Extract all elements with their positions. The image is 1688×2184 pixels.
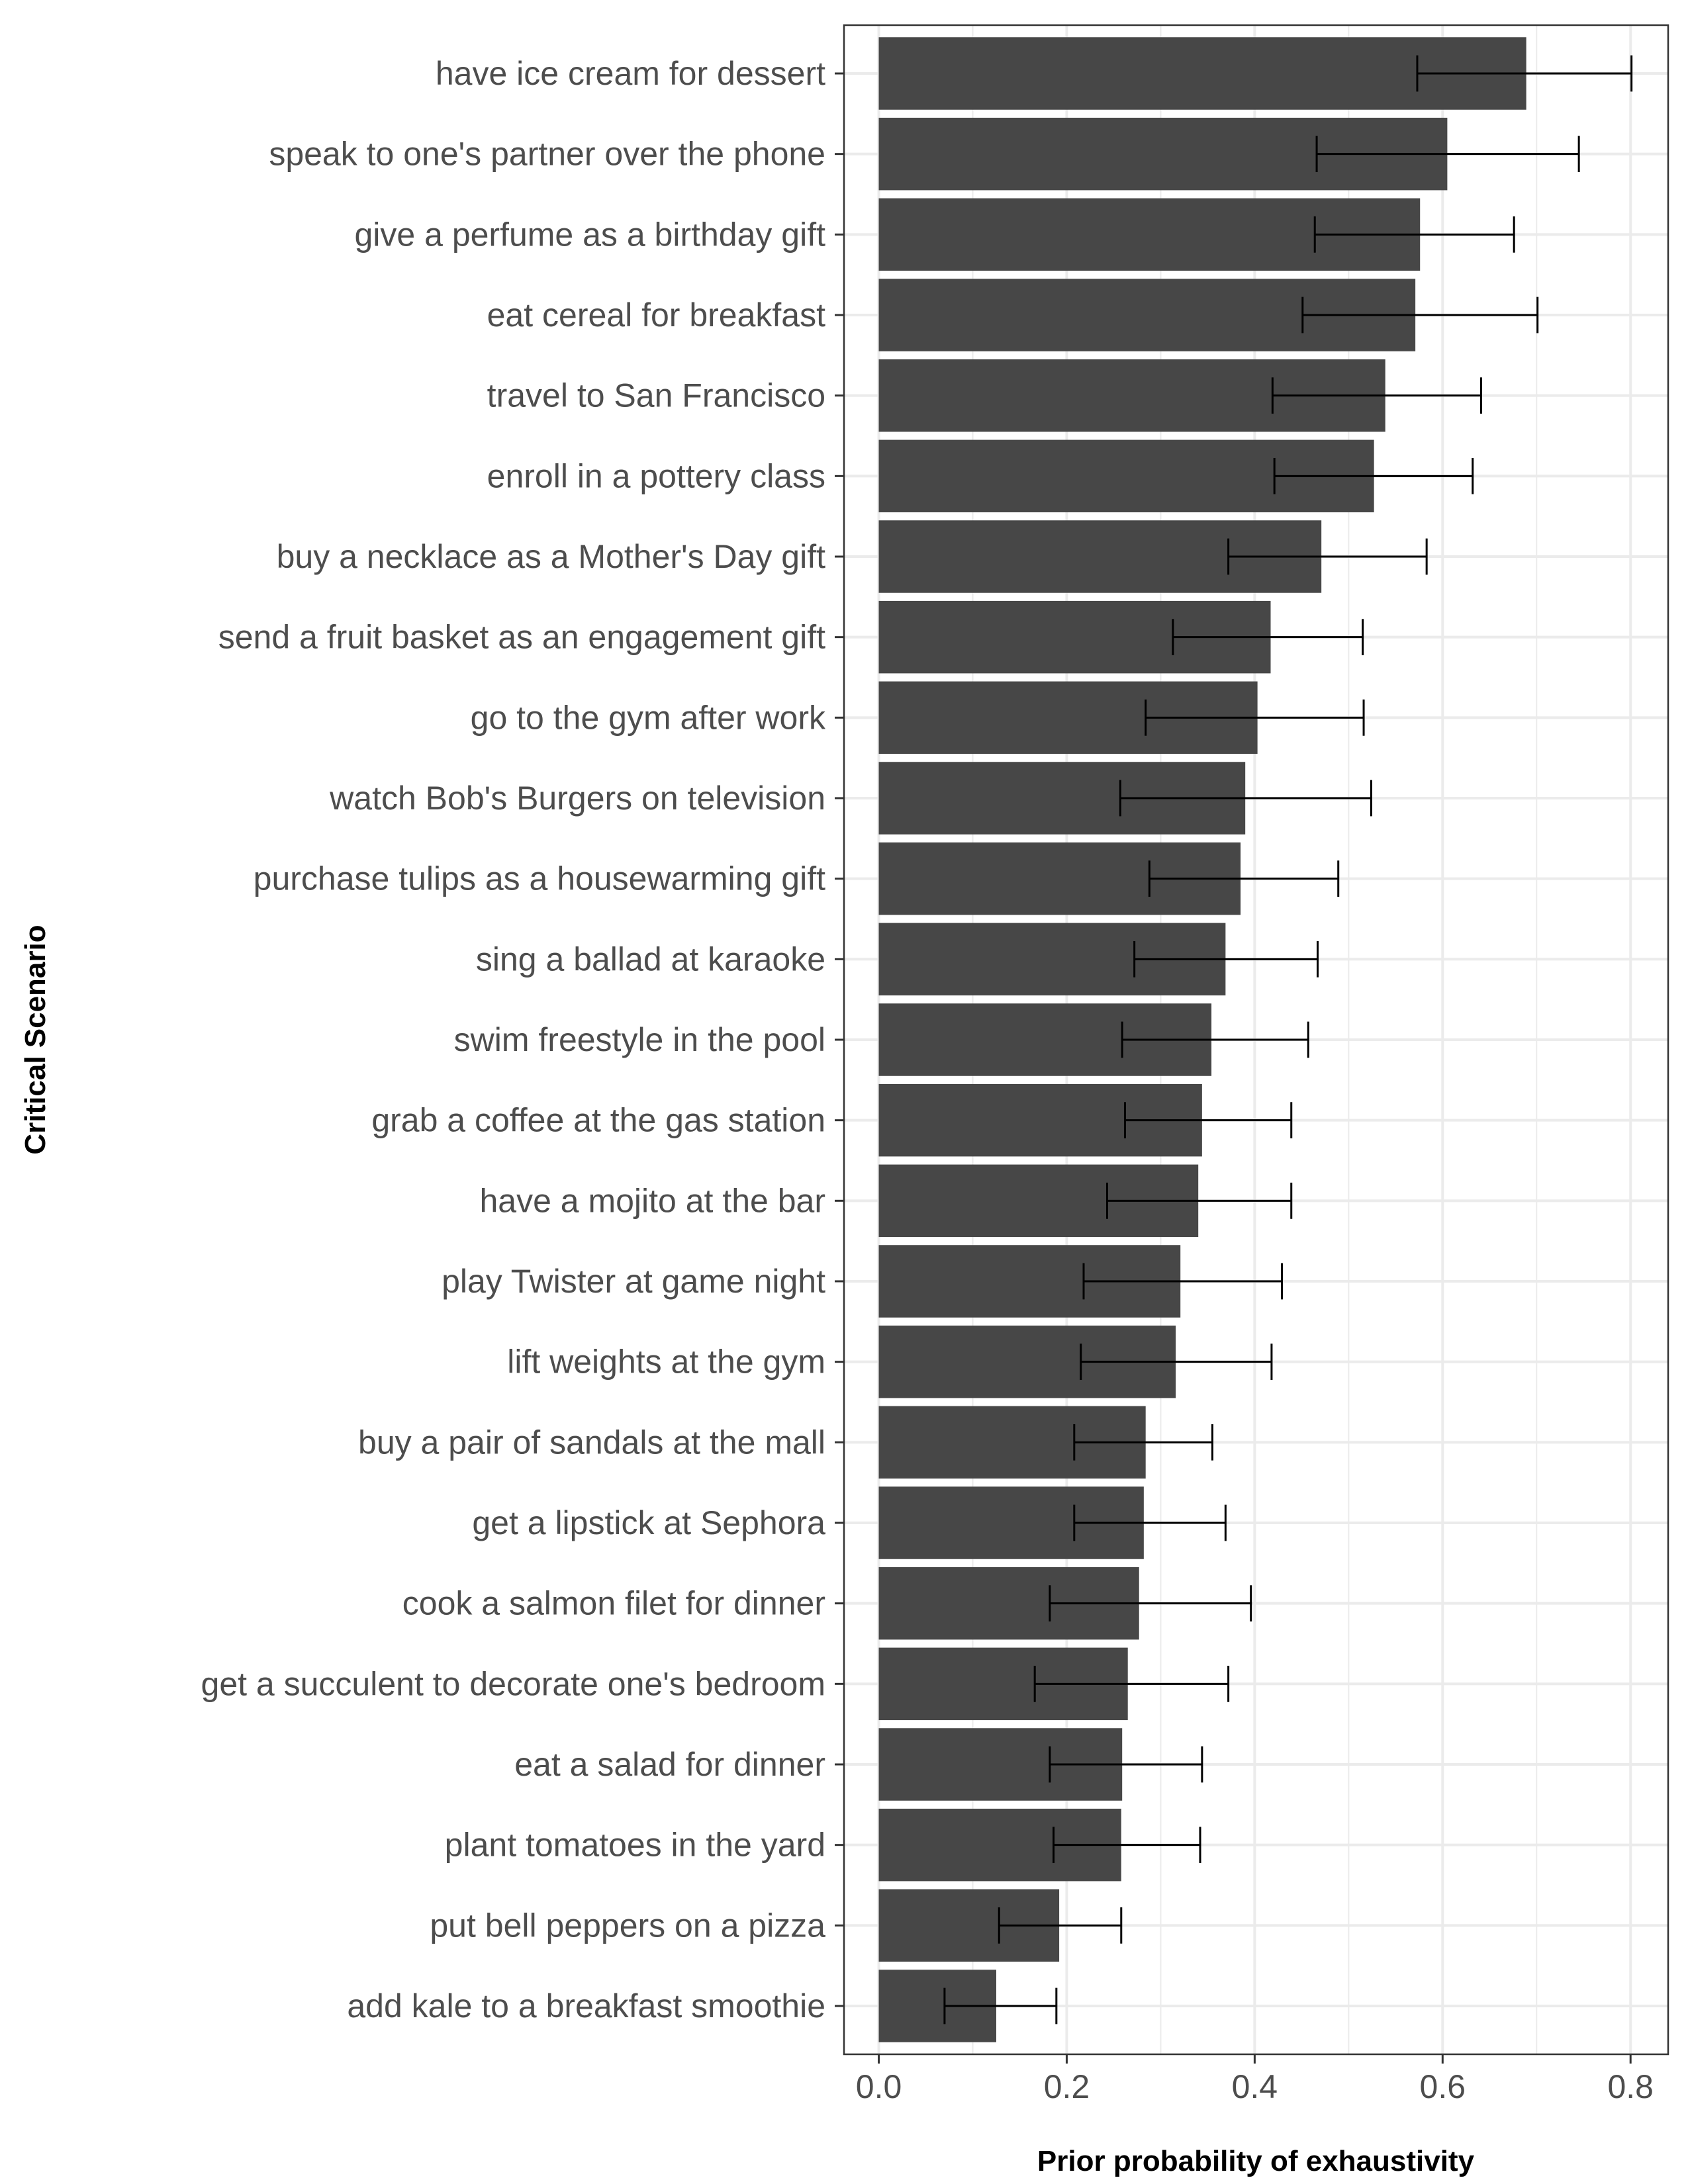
y-tick-label: buy a pair of sandals at the mall (358, 1424, 825, 1461)
y-tick-label: buy a necklace as a Mother's Day gift (277, 538, 826, 575)
error-bar (943, 1987, 1058, 2025)
y-tick-label: travel to San Francisco (487, 377, 825, 414)
y-tick-label: go to the gym after work (471, 699, 826, 736)
y-tick-label: send a fruit basket as an engagement gif… (218, 619, 825, 656)
y-tick-label: put bell peppers on a pizza (430, 1907, 825, 1944)
error-bar (1416, 55, 1633, 92)
y-tick-label: add kale to a breakfast smoothie (347, 1987, 825, 2025)
error-bar (1123, 1102, 1293, 1139)
y-tick-label: eat cereal for breakfast (487, 296, 825, 334)
error-bar (1172, 619, 1364, 656)
y-tick-label: enroll in a pottery class (487, 457, 825, 494)
error-bar (1033, 1665, 1230, 1702)
y-tick-label: cook a salmon filet for dinner (402, 1585, 825, 1622)
error-bar (998, 1907, 1123, 1944)
error-bar (1313, 216, 1515, 253)
error-bar (1273, 457, 1474, 494)
y-tick-label: have ice cream for dessert (436, 55, 825, 92)
error-bar (1315, 136, 1580, 173)
y-tick-label: speak to one's partner over the phone (269, 136, 825, 173)
error-bar (1133, 940, 1319, 978)
error-bar (1121, 1021, 1309, 1058)
y-tick-label: get a succulent to decorate one's bedroo… (201, 1665, 825, 1702)
y-tick-label: have a mojito at the bar (479, 1182, 825, 1219)
error-bar (1105, 1182, 1293, 1219)
y-axis-title: Critical Scenario (19, 925, 52, 1154)
x-tick-label: 0.0 (856, 2068, 902, 2105)
error-bar (1271, 377, 1482, 414)
x-axis: 0.0 0.2 0.4 0.6 0.8 (856, 2054, 1654, 2105)
error-bar (1119, 780, 1372, 817)
y-tick-label: give a perfume as a birthday gift (355, 216, 826, 253)
x-axis-title: Prior probability of exhaustivity (1037, 2145, 1475, 2177)
error-bar (1049, 1585, 1252, 1622)
error-bar (1080, 1343, 1273, 1381)
y-tick-label: sing a ballad at karaoke (476, 940, 825, 978)
x-tick-label: 0.4 (1232, 2068, 1278, 2105)
x-tick-label: 0.6 (1420, 2068, 1466, 2105)
y-tick-label: purchase tulips as a housewarming gift (254, 860, 825, 897)
error-bar (1073, 1424, 1213, 1461)
x-tick-label: 0.8 (1607, 2068, 1654, 2105)
y-tick-label: play Twister at game night (442, 1263, 825, 1300)
y-tick-label: get a lipstick at Sephora (472, 1504, 825, 1541)
error-bar (1145, 699, 1365, 736)
error-bar (1301, 296, 1539, 334)
y-tick-label: swim freestyle in the pool (454, 1021, 825, 1058)
y-tick-label: lift weights at the gym (507, 1343, 825, 1381)
y-axis: have ice cream for dessert speak to one's… (201, 55, 844, 2025)
bars-group (878, 37, 1526, 2042)
error-bar (1053, 1827, 1201, 1864)
error-bar (1082, 1263, 1284, 1300)
error-bar (1227, 538, 1428, 575)
x-tick-label: 0.2 (1044, 2068, 1090, 2105)
error-bar (1049, 1746, 1203, 1783)
error-bars-group (943, 55, 1633, 2025)
error-bar (1148, 860, 1340, 897)
y-tick-label: grab a coffee at the gas station (371, 1102, 825, 1139)
y-tick-label: plant tomatoes in the yard (445, 1827, 825, 1864)
y-tick-label: watch Bob's Burgers on television (329, 780, 825, 817)
y-tick-label: eat a salad for dinner (514, 1746, 825, 1783)
error-bar (1073, 1504, 1227, 1541)
